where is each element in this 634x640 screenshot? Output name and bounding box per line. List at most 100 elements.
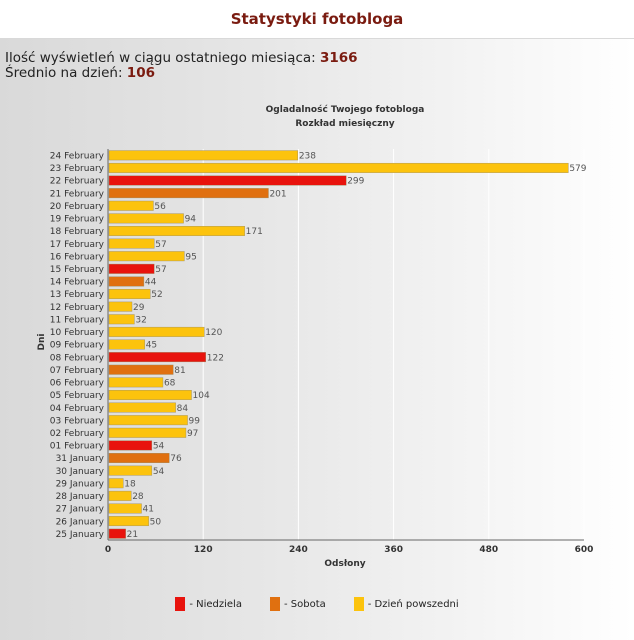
bar-value-label: 94 bbox=[185, 215, 197, 225]
x-tick-label: 240 bbox=[289, 545, 308, 555]
bar-dzien bbox=[108, 390, 192, 400]
y-tick-label: 09 February bbox=[50, 341, 105, 351]
chart-legend: - Niedziela - Sobota - Dzień powszedni bbox=[0, 597, 634, 611]
bar-value-label: 32 bbox=[135, 315, 146, 325]
bar-value-label: 238 bbox=[299, 152, 316, 162]
bar-value-label: 299 bbox=[347, 177, 364, 187]
bar-dzien bbox=[108, 326, 205, 337]
chart-title: Ogladalność Twojego fotobloga bbox=[266, 104, 425, 115]
bar-value-label: 579 bbox=[569, 164, 586, 174]
y-tick-label: 24 February bbox=[50, 152, 105, 162]
y-tick-label: 07 February bbox=[50, 366, 105, 376]
bar-value-label: 56 bbox=[154, 202, 166, 212]
bar-dzien bbox=[108, 427, 187, 438]
bar-niedziela bbox=[108, 440, 153, 451]
y-tick-label: 23 February bbox=[50, 164, 105, 174]
bar-value-label: 21 bbox=[127, 530, 138, 540]
y-tick-label: 10 February bbox=[50, 328, 105, 338]
bar-dzien bbox=[108, 226, 245, 236]
bar-value-label: 95 bbox=[185, 252, 196, 262]
bar-sobota bbox=[108, 276, 145, 287]
bar-value-label: 57 bbox=[155, 240, 166, 250]
y-axis-label: Dni bbox=[37, 334, 47, 351]
y-tick-label: 31 January bbox=[56, 454, 105, 464]
y-tick-label: 05 February bbox=[50, 391, 105, 401]
bar-niedziela bbox=[108, 528, 126, 539]
bar-dzien bbox=[108, 516, 149, 527]
y-tick-label: 15 February bbox=[50, 265, 105, 275]
bar-value-label: 104 bbox=[193, 391, 210, 401]
bar-sobota bbox=[108, 364, 174, 375]
x-tick-label: 120 bbox=[194, 545, 213, 555]
y-tick-label: 22 February bbox=[50, 177, 105, 187]
bar-dzien bbox=[108, 301, 133, 312]
bar-dzien bbox=[108, 465, 153, 476]
y-tick-label: 25 January bbox=[56, 530, 105, 540]
bar-value-label: 99 bbox=[189, 416, 201, 426]
y-tick-label: 21 February bbox=[50, 189, 105, 199]
bar-dzien bbox=[108, 238, 155, 249]
y-tick-label: 27 January bbox=[56, 505, 105, 515]
bar-value-label: 44 bbox=[145, 278, 157, 288]
legend-label-niedziela: - Niedziela bbox=[189, 598, 242, 610]
bar-dzien bbox=[108, 415, 188, 426]
legend-item-dzien: - Dzień powszedni bbox=[353, 597, 459, 611]
legend-swatch-dzien bbox=[353, 597, 364, 611]
y-tick-label: 18 February bbox=[50, 227, 105, 237]
page-title: Statystyki fotobloga bbox=[230, 10, 404, 28]
x-tick-label: 480 bbox=[479, 545, 498, 555]
y-tick-label: 03 February bbox=[50, 416, 105, 426]
legend-item-sobota: - Sobota bbox=[269, 597, 326, 611]
legend-label-sobota: - Sobota bbox=[283, 598, 326, 610]
bar-dzien bbox=[108, 490, 132, 501]
bar-dzien bbox=[108, 213, 184, 224]
legend-label-dzien: - Dzień powszedni bbox=[367, 598, 459, 610]
bar-niedziela bbox=[108, 175, 347, 186]
y-tick-label: 19 February bbox=[50, 215, 105, 225]
bar-dzien bbox=[108, 314, 135, 325]
bar-dzien bbox=[108, 150, 299, 161]
bar-value-label: 29 bbox=[133, 303, 145, 313]
bar-value-label: 76 bbox=[170, 454, 182, 464]
legend-swatch-niedziela bbox=[175, 597, 186, 611]
stats-summary: Ilość wyświetleń w ciągu ostatniego mies… bbox=[5, 51, 358, 81]
x-tick-label: 360 bbox=[384, 545, 403, 555]
monthly-views-line: Ilość wyświetleń w ciągu ostatniego mies… bbox=[5, 51, 358, 66]
bar-dzien bbox=[108, 162, 569, 173]
bar-dzien bbox=[108, 377, 164, 388]
y-tick-label: 29 January bbox=[56, 479, 105, 489]
y-tick-label: 14 February bbox=[50, 278, 105, 288]
y-tick-label: 30 January bbox=[56, 467, 105, 477]
y-tick-label: 06 February bbox=[50, 379, 105, 389]
y-tick-label: 11 February bbox=[50, 315, 105, 325]
x-tick-label: 600 bbox=[575, 545, 594, 555]
bar-dzien bbox=[108, 478, 124, 489]
bar-value-label: 54 bbox=[153, 442, 165, 452]
bar-value-label: 45 bbox=[146, 341, 157, 351]
monthly-views-label: Ilość wyświetleń w ciągu ostatniego mies… bbox=[5, 50, 316, 66]
legend-swatch-sobota bbox=[269, 597, 280, 611]
y-tick-label: 20 February bbox=[50, 202, 105, 212]
y-tick-label: 26 January bbox=[56, 517, 105, 527]
bar-value-label: 97 bbox=[187, 429, 198, 439]
page-header: Statystyki fotobloga bbox=[0, 0, 634, 39]
x-axis-label: Odsłony bbox=[324, 559, 365, 569]
bar-dzien bbox=[108, 503, 142, 514]
y-tick-label: 01 February bbox=[50, 442, 105, 452]
daily-average-label: Średnio na dzień: bbox=[5, 65, 123, 81]
bar-dzien bbox=[108, 251, 185, 262]
y-tick-label: 02 February bbox=[50, 429, 105, 439]
bar-sobota bbox=[108, 188, 269, 199]
grid-lines bbox=[202, 149, 585, 540]
bar-value-label: 41 bbox=[143, 505, 154, 515]
axes-group: 0 120 240 360 480 600 24 February 23 February 22… bbox=[50, 149, 594, 555]
bar-sobota bbox=[108, 453, 170, 463]
bar-value-label: 122 bbox=[207, 353, 224, 363]
y-tick-label: 12 February bbox=[50, 303, 105, 313]
legend-item-niedziela: - Niedziela bbox=[175, 597, 242, 611]
bar-value-label: 54 bbox=[153, 467, 165, 477]
bars-group: 238 579 299 201 56 94 171 57 95 57 44 52 29 32 120 45 12… bbox=[108, 150, 587, 540]
monthly-views-value: 3166 bbox=[319, 50, 358, 66]
bar-dzien bbox=[108, 289, 151, 299]
